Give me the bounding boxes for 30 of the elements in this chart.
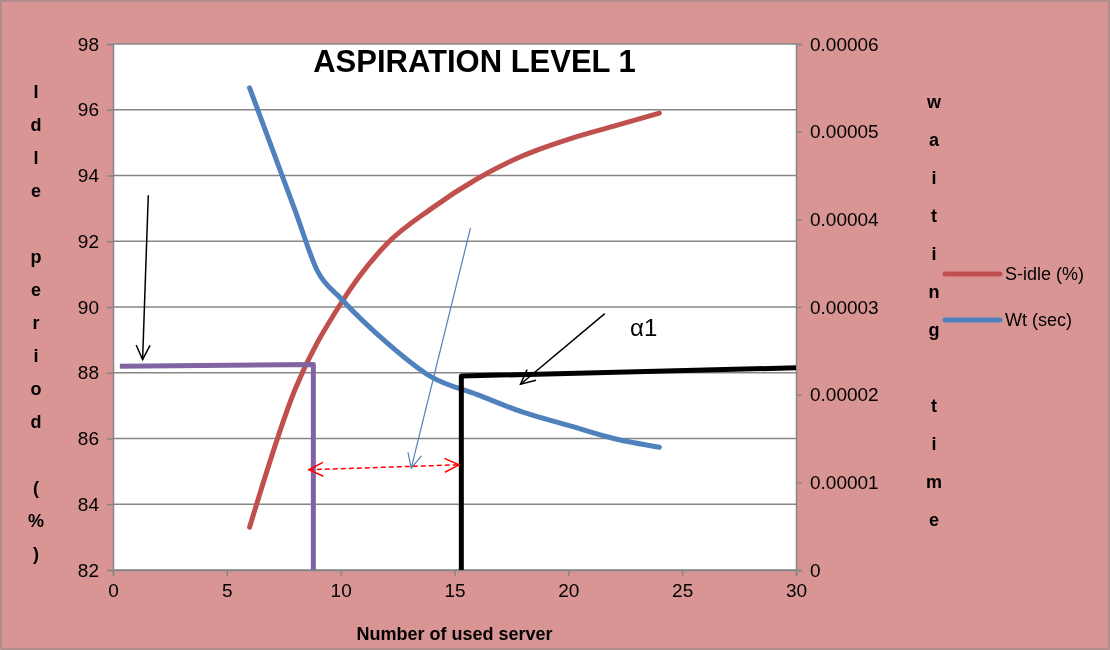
y-tick-label: 90 [77,296,99,318]
y2-tick-label: 0.00004 [810,208,880,230]
y-tick-label: 86 [77,428,99,450]
y2-tick-label: 0.00003 [810,296,879,318]
y-tick-label: 84 [77,493,100,515]
x-tick-label: 10 [330,580,352,602]
x-axis-title: Number of used server [356,624,553,644]
y-tick-label: 82 [77,559,99,581]
y-axis-title: Idle period (%) [26,82,46,577]
y2-axis-title: waiting time [924,92,944,548]
legend-label: Wt (sec) [1005,310,1072,331]
y-tick-label: 88 [77,362,99,384]
x-tick-label: 0 [108,580,119,602]
y-tick-label: 96 [77,99,99,121]
y-tick-label: 92 [77,230,99,252]
y2-tick-label: 0.00005 [810,121,879,143]
legend-label: S-idle (%) [1005,264,1085,285]
y-tick-label: 94 [77,165,100,187]
x-tick-label: 25 [672,580,694,602]
annotation: α1 [630,314,658,342]
y2-tick-label: 0.00006 [810,33,879,55]
x-tick-label: 20 [558,580,580,602]
y-tick-label: 98 [77,33,99,55]
x-tick-label: 30 [785,580,808,602]
x-tick-label: 15 [444,580,466,602]
chart-title: ASPIRATION LEVEL 1 [313,44,636,79]
y2-tick-label: 0.00002 [810,384,879,406]
y2-tick-label: 0 [810,559,821,581]
y2-tick-label: 0.00001 [810,471,879,493]
x-tick-label: 5 [222,580,233,602]
